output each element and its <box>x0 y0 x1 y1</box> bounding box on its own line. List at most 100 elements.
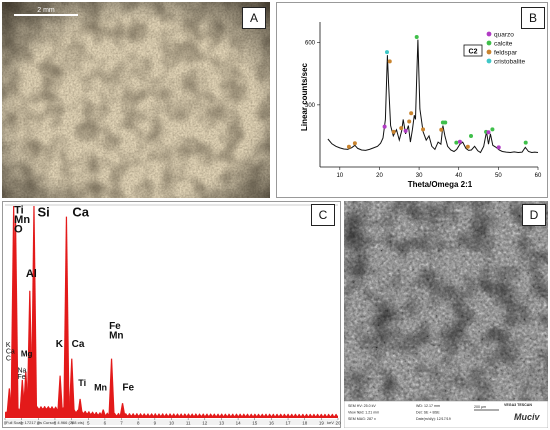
eds-axis-unit: keV <box>327 420 334 425</box>
marker-feldspar <box>352 141 357 146</box>
element-label: O <box>14 224 23 236</box>
element-label: Ca <box>72 205 89 220</box>
element-label: K <box>6 342 11 349</box>
element-label: Si <box>37 205 49 220</box>
sem-info-line: SEM HV: 25.0 kV <box>348 404 376 408</box>
eds-tick-label: 13 <box>219 421 225 426</box>
marker-quarzo <box>382 124 387 129</box>
eds-tick-label: 20 <box>335 421 341 426</box>
marker-calcite <box>454 140 459 145</box>
marker-calcite <box>414 34 419 39</box>
scale-bar-label: 2 mm <box>37 7 55 14</box>
eds-tick-label: 12 <box>202 421 208 426</box>
muciv-logo: Muciv <box>514 412 541 422</box>
marker-feldspar <box>391 129 396 134</box>
marker-quarzo <box>486 130 491 135</box>
eds-tick-label: 8 <box>137 421 140 426</box>
eds-footer: Full Scale 17217 cts Cursor: 4.966 (788 … <box>6 420 85 425</box>
panel-d-sem: SEM HV: 25.0 kV View field: 1.21 mm SEM MA… <box>344 201 548 428</box>
eds-peak <box>68 358 75 418</box>
eds-tick-label: 17 <box>286 421 292 426</box>
sem-info-line: Det: SE + BSE <box>416 411 440 415</box>
xrd-chart: 10 20 30 40 50 60 300 600 Theta/Omega 2:1 Linea… <box>276 2 548 198</box>
stone-texture-image: 2 mm <box>2 2 270 198</box>
eds-tick-label: 3 <box>54 421 57 426</box>
marker-calcite <box>523 140 528 145</box>
eds-tick-label: 0 <box>4 421 7 426</box>
element-label: Mn <box>94 382 107 392</box>
eds-tick-label: 16 <box>269 421 275 426</box>
legend-label-calcite: calcite <box>494 40 513 47</box>
eds-tick-label: 18 <box>302 421 308 426</box>
legend-label-cristobalite: cristobalite <box>494 58 525 65</box>
sem-micrograph: SEM HV: 25.0 kV View field: 1.21 mm SEM MA… <box>344 201 548 428</box>
marker-feldspar <box>421 127 426 132</box>
y-tick-label: 600 <box>305 41 316 47</box>
sem-info-line: View field: 1.21 mm <box>348 411 379 415</box>
eds-peak <box>108 358 115 418</box>
eds-peak <box>100 409 107 418</box>
element-label: Na <box>17 367 26 374</box>
x-tick-label: 20 <box>376 173 383 179</box>
panel-a-letter: A <box>242 7 266 29</box>
element-label: Al <box>26 268 37 280</box>
sem-info-line: Date(m/d/y): 12/17/19 <box>416 417 451 421</box>
panel-d-letter: D <box>522 204 546 226</box>
sample-label: C2 <box>469 49 478 56</box>
eds-tick-label: 7 <box>120 421 123 426</box>
marker-feldspar <box>399 126 404 131</box>
marker-quarzo <box>403 128 408 133</box>
sem-instrument: VEGA3 TESCAN <box>504 403 532 407</box>
element-label: Mn <box>14 214 30 226</box>
element-label: C <box>6 355 11 362</box>
legend: quarzo calcite feldspar cristobalite <box>486 31 525 65</box>
x-tick-label: 50 <box>495 173 502 179</box>
eds-tick-label: 19 <box>319 421 325 426</box>
panel-c-eds: 0 1 2 3 4 5 6 7 8 9 10 11 12 13 14 15 16 17 18 19 20 Ti Mn O Si… <box>2 201 341 428</box>
eds-background <box>5 405 338 418</box>
legend-swatch-calcite <box>486 40 492 46</box>
marker-feldspar <box>409 111 414 116</box>
element-label: Fe <box>109 321 121 332</box>
panel-c-letter: C <box>311 204 335 226</box>
eds-tick-label: 4 <box>70 421 73 426</box>
panel-a-photo: 2 mm A <box>2 2 270 198</box>
legend-label-quarzo: quarzo <box>494 31 514 38</box>
element-label: Mg <box>21 350 33 359</box>
x-tick-label: 10 <box>336 173 343 179</box>
eds-tick-label: 10 <box>169 421 175 426</box>
x-tick-label: 60 <box>535 173 542 179</box>
sem-info-line: WD: 12.17 mm <box>416 404 440 408</box>
y-axis-label: Linear counts/sec <box>300 62 309 131</box>
panel-b-xrd: 10 20 30 40 50 60 300 600 Theta/Omega 2:1 Linea… <box>276 2 548 198</box>
legend-swatch-feldspar <box>486 49 492 55</box>
legend-swatch-quarzo <box>486 31 492 37</box>
panel-b-letter: B <box>521 7 545 29</box>
marker-feldspar <box>407 119 412 124</box>
eds-tick-label: 6 <box>104 421 107 426</box>
element-label: K <box>56 339 64 350</box>
eds-tick-label: 2 <box>37 421 40 426</box>
legend-label-feldspar: feldspar <box>494 49 518 56</box>
eds-tick-label: 1 <box>20 421 23 426</box>
legend-swatch-cristobalite <box>486 58 492 64</box>
eds-peak <box>56 375 64 418</box>
eds-tick-label: 14 <box>236 421 242 426</box>
sample-label-box <box>463 44 483 57</box>
element-label: Ca <box>72 339 85 350</box>
eds-spectrum: 0 1 2 3 4 5 6 7 8 9 10 11 12 13 14 15 16 17 18 19 20 TiMnOSi… <box>2 201 341 428</box>
marker-cristobalite <box>384 50 389 55</box>
marker-calcite <box>469 134 474 138</box>
marker-feldspar <box>346 144 351 149</box>
eds-peak <box>76 398 84 418</box>
eds-peak <box>119 403 126 418</box>
eds-tick-label: 11 <box>186 421 191 426</box>
eds-tick-label: 5 <box>87 421 90 426</box>
sem-info-line: SEM MAG: 287 x <box>348 417 376 421</box>
xrd-pattern-line <box>327 39 539 154</box>
eds-tick-label: 9 <box>154 421 157 426</box>
marker-quarzo <box>496 145 501 150</box>
marker-calcite <box>490 127 495 132</box>
y-tick-label: 300 <box>305 103 316 109</box>
element-label: Ca <box>6 348 15 355</box>
